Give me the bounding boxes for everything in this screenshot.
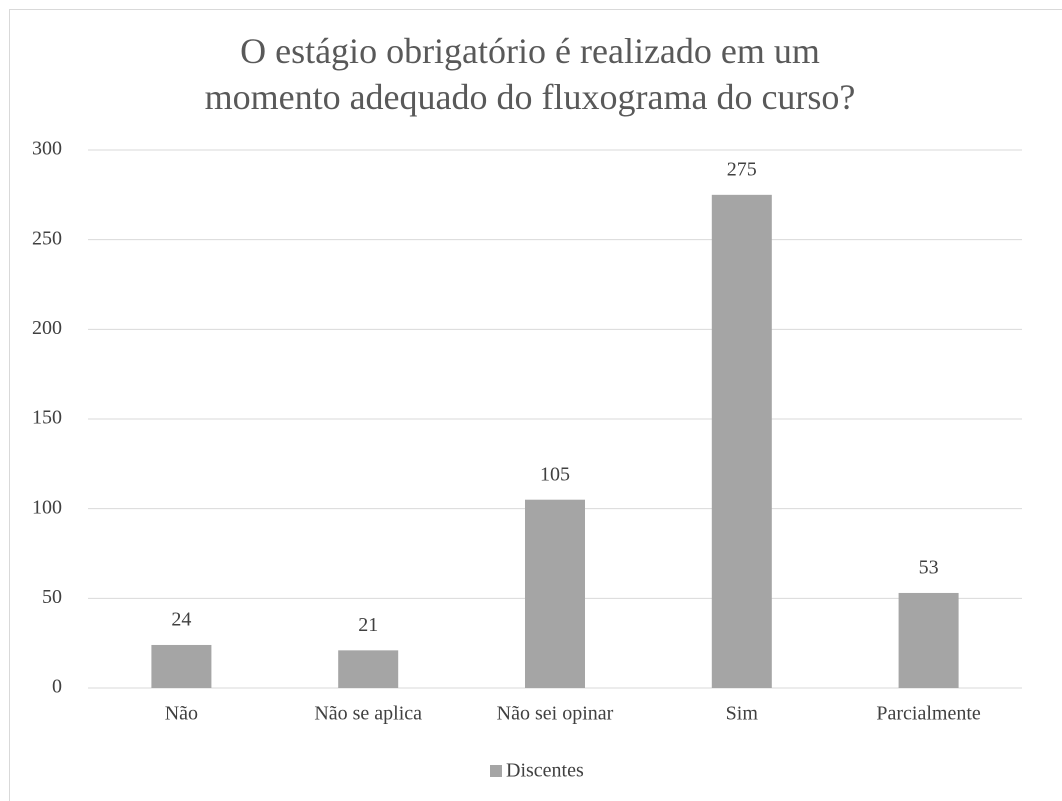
bar [525,499,585,688]
y-tick-label: 50 [42,586,62,608]
x-tick-label: Não sei opinar [497,703,614,725]
y-tick-label: 150 [32,407,62,429]
data-label: 53 [919,557,939,579]
legend-label: Discentes [506,760,584,782]
y-tick-label: 0 [52,676,62,698]
chart-title: O estágio obrigatório é realizado em um … [204,31,856,117]
y-tick-label: 300 [32,138,62,160]
legend-swatch [490,765,502,777]
x-tick-label: Sim [726,703,759,725]
x-tick-label: Não se aplica [314,703,422,725]
bar [898,592,959,688]
y-tick-label: 100 [32,496,62,518]
bar [711,194,772,689]
bar [151,644,212,688]
data-label: 275 [727,158,757,180]
data-label: 24 [171,609,191,631]
chart-frame [9,9,1062,801]
x-tick-label: Parcialmente [876,703,981,725]
y-tick-label: 250 [32,227,62,249]
data-label: 21 [358,614,378,636]
y-tick-label: 200 [32,317,62,339]
x-tick-label: Não [165,703,198,725]
data-label: 105 [540,463,570,485]
bar [338,650,399,688]
